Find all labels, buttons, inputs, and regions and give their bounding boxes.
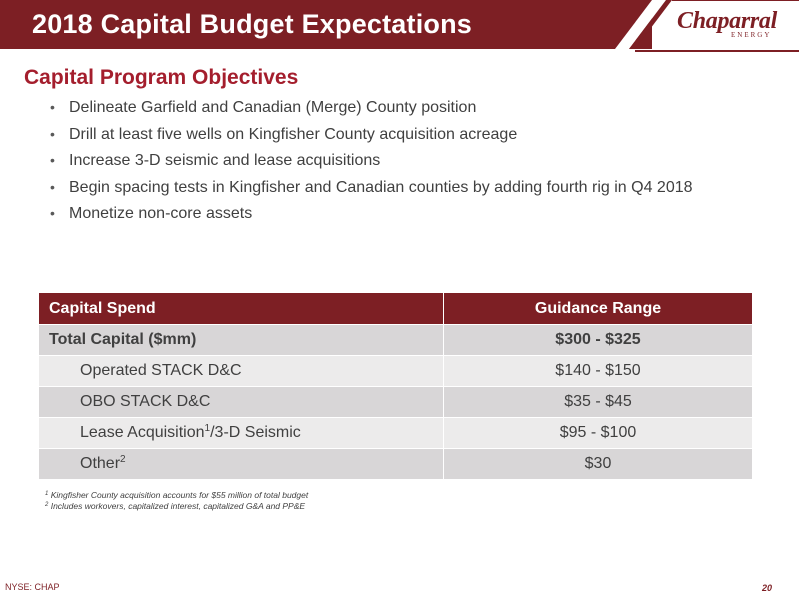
logo-subtext: ENERGY — [731, 31, 772, 39]
footnote-text: Kingfisher County acquisition accounts f… — [50, 490, 309, 500]
objective-bullet: Monetize non-core assets — [50, 205, 693, 232]
column-header-capital-spend: Capital Spend — [38, 292, 444, 325]
column-header-guidance-range: Guidance Range — [443, 292, 753, 325]
header-slash-decoration — [615, 0, 799, 52]
row-label: Operated STACK D&C — [38, 355, 444, 387]
table-row: Total Capital ($mm) $300 - $325 — [38, 324, 753, 356]
objectives-list: Delineate Garfield and Canadian (Merge) … — [50, 99, 693, 232]
footnote-text: Includes workovers, capitalized interest… — [50, 501, 306, 511]
objective-bullet: Increase 3-D seismic and lease acquisiti… — [50, 152, 693, 179]
page-number: 20 — [762, 583, 773, 593]
row-label-text: /3-D Seismic — [210, 424, 301, 441]
table-row: Other2 $30 — [38, 448, 753, 480]
row-label: Total Capital ($mm) — [38, 324, 444, 356]
objective-bullet: Begin spacing tests in Kingfisher and Ca… — [50, 179, 693, 206]
stock-ticker: NYSE: CHAP — [5, 582, 60, 592]
row-label-text: Lease Acquisition — [80, 424, 205, 441]
section-title: Capital Program Objectives — [24, 66, 299, 89]
footnote-marker: 1 — [204, 423, 211, 434]
objective-bullet: Delineate Garfield and Canadian (Merge) … — [50, 99, 693, 126]
table-row: OBO STACK D&C $35 - $45 — [38, 386, 753, 418]
row-label: Other2 — [38, 448, 444, 480]
footnotes: 1 Kingfisher County acquisition accounts… — [45, 490, 308, 512]
footnote-marker: 2 — [120, 454, 126, 465]
row-value: $35 - $45 — [443, 386, 753, 418]
row-value: $300 - $325 — [443, 324, 753, 356]
logo-wordmark: Chaparral — [677, 8, 778, 34]
row-value: $95 - $100 — [443, 417, 753, 449]
footnote-marker: 1 — [45, 491, 49, 497]
row-value: $140 - $150 — [443, 355, 753, 387]
objective-bullet: Drill at least five wells on Kingfisher … — [50, 126, 693, 153]
table-row: Operated STACK D&C $140 - $150 — [38, 355, 753, 387]
table-header-row: Capital Spend Guidance Range — [38, 292, 753, 325]
slide-title: 2018 Capital Budget Expectations — [32, 9, 473, 39]
table-row: Lease Acquisition1/3-D Seismic $95 - $10… — [38, 417, 753, 449]
row-label-text: Other — [80, 455, 121, 472]
company-logo: Chaparral ENERGY — [677, 8, 789, 44]
footnote: 2 Includes workovers, capitalized intere… — [45, 501, 308, 512]
row-label: Lease Acquisition1/3-D Seismic — [38, 417, 444, 449]
footnote-marker: 2 — [45, 502, 49, 508]
capital-budget-table: Capital Spend Guidance Range Total Capit… — [38, 292, 753, 480]
row-value: $30 — [443, 448, 753, 480]
footnote: 1 Kingfisher County acquisition accounts… — [45, 490, 308, 501]
header-bar: 2018 Capital Budget Expectations — [0, 0, 652, 49]
row-label: OBO STACK D&C — [38, 386, 444, 418]
